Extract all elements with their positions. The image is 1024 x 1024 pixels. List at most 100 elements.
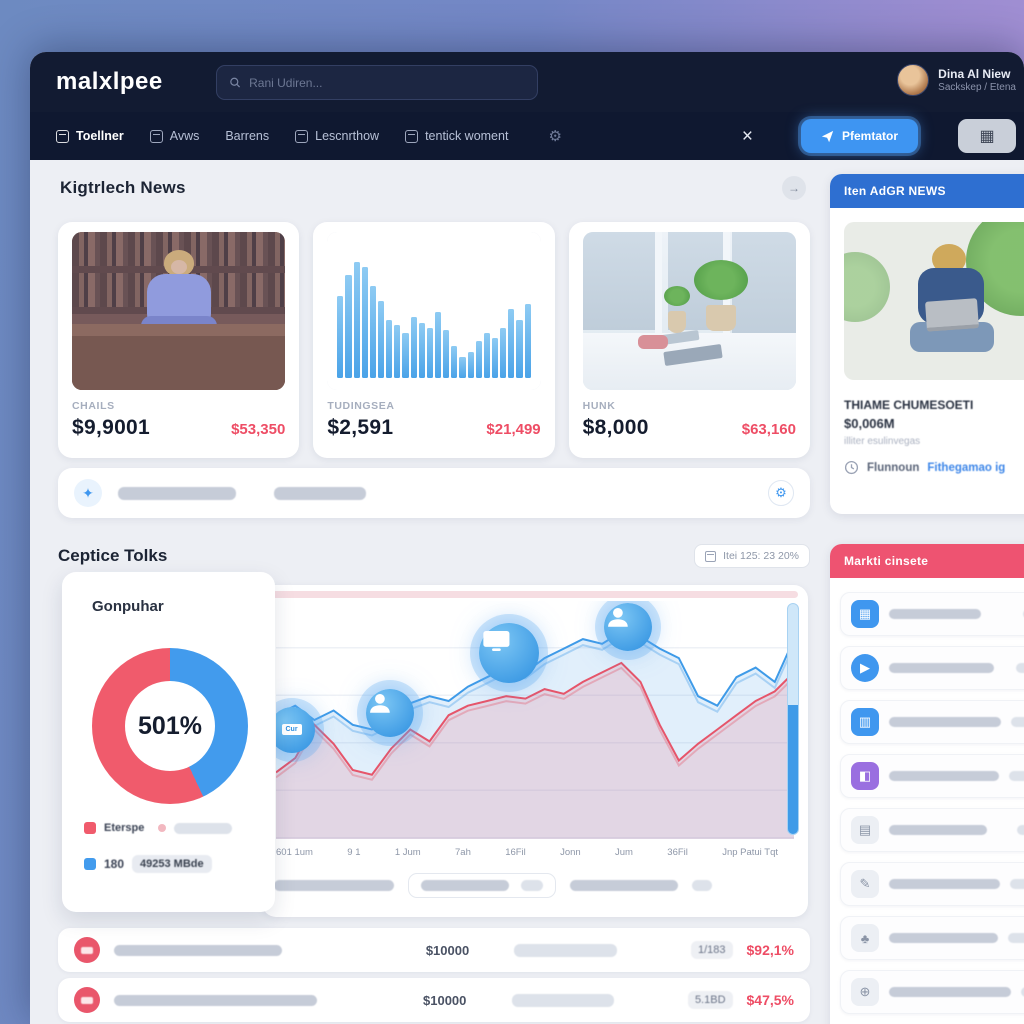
footer-pill[interactable] (570, 880, 678, 891)
legend-row: 180 49253 MBde (84, 855, 261, 873)
axis-tick-label: 601 1um (276, 847, 313, 858)
pink-strip (272, 591, 798, 598)
card-price: $8,000 (582, 416, 649, 439)
card-label: TUDINGSEA (327, 400, 395, 412)
axis-tick-label: 36Fil (667, 847, 688, 858)
nav-item-toellner[interactable]: Toellner (56, 129, 124, 143)
bar (435, 312, 442, 378)
bar (378, 301, 385, 378)
market-list-item[interactable]: ▶ (840, 646, 1024, 690)
sidebar-news-source: Flunnoun (867, 461, 920, 474)
market-list-item[interactable]: ✎ (840, 862, 1024, 906)
red-legend-swatch (84, 822, 96, 834)
trend-chart-card: Cur 601 1um 9 1 1 Jum 7ah 16Fil Jonn Jum 36Fil J… (262, 585, 808, 917)
gear-icon[interactable]: ⚙ (548, 128, 562, 145)
card-price: $2,591 (327, 416, 394, 439)
filter-pill[interactable] (274, 486, 366, 500)
chart-icon (295, 129, 309, 143)
news-card-hunk[interactable]: HUNK $8,000 $63,160 (568, 222, 810, 458)
badge-marker-icon: Cur (276, 706, 315, 753)
footer-select[interactable] (408, 873, 556, 898)
item-pill (1011, 717, 1024, 727)
date-range-chip[interactable]: Itei 125: 23 20% (694, 544, 810, 568)
bar (410, 317, 417, 378)
news-card-chails[interactable]: CHAILS $9,9001 $53,350 (58, 222, 300, 458)
market-list-item[interactable]: ▤ (840, 808, 1024, 852)
cta-label: Pfemtator (841, 129, 898, 143)
pfemtator-button[interactable]: Pfemtator (800, 119, 918, 153)
sidebar-market-panel: Markti cinsete ▦ ▶ ▥ ◧ ▤ ✎ ♣ ⊕ (830, 544, 1024, 1024)
avatar[interactable] (897, 64, 930, 96)
talks-section-title: Ceptice Tolks (58, 546, 168, 565)
document-icon (149, 129, 163, 143)
legend-value: 49253 MBde (132, 855, 212, 873)
item-pill (889, 933, 999, 943)
trend-plot: Cur (276, 601, 794, 839)
legend-label: Eterspe (104, 822, 145, 834)
user-box[interactable]: Dina Al Niew Sackskep / Etena (897, 64, 1016, 96)
table-row[interactable]: $10000 1/183 $92,1% (58, 928, 810, 972)
bar (483, 333, 490, 378)
news-cards-row: CHAILS $9,9001 $53,350 TUDINGSEA $2,591 … (58, 222, 810, 458)
search-input[interactable] (249, 75, 525, 90)
x-axis-labels: 601 1um 9 1 1 Jum 7ah 16Fil Jonn Jum 36Fil Jnp P… (276, 847, 778, 858)
footer-pill[interactable] (274, 880, 394, 891)
close-icon[interactable]: × (741, 125, 753, 147)
date-range-label: Itei 125: 23 20% (723, 550, 799, 562)
sidebar-news-price: $0,006M (844, 416, 895, 431)
footer-pill[interactable] (692, 880, 712, 891)
nav-item-tentick-woment[interactable]: tentick woment (405, 129, 508, 143)
sidebar-news-link[interactable]: Fithegamao ig (927, 461, 1006, 474)
item-pill (889, 879, 1000, 889)
sidebar-news-photo (844, 222, 1024, 380)
donut-chart: 501% (92, 648, 248, 804)
value-pill (514, 943, 617, 957)
settings-gear-icon[interactable]: ⚙ (768, 480, 794, 506)
sidebar-news-sub: illiter esulinvegas (844, 436, 921, 447)
bar (475, 341, 482, 378)
item-pill (889, 663, 994, 673)
card-change: $53,350 (231, 421, 286, 438)
market-list-item[interactable]: ▦ (840, 592, 1024, 636)
nav-item-lescnrthow[interactable]: Lescnrthow (295, 129, 379, 143)
nav-label: Avws (169, 129, 200, 143)
item-pill (1021, 987, 1024, 997)
clock-icon (844, 460, 859, 475)
filter-pill[interactable] (118, 486, 236, 500)
legend-row: Eterspe (84, 822, 261, 834)
calendar-icon (705, 550, 717, 562)
nav-item-barrens[interactable]: Barrens (225, 129, 269, 143)
item-pill (889, 987, 1012, 997)
name-pill (114, 994, 317, 1006)
market-list-item[interactable]: ▥ (840, 700, 1024, 744)
chart-scrollbar[interactable] (787, 603, 799, 835)
item-pill (889, 717, 1002, 727)
donut-card: Gonpuhar 501% Eterspe 180 49253 MBde (62, 572, 275, 912)
axis-tick-label: 1 Jum (394, 847, 421, 858)
name-pill (114, 944, 282, 956)
bar (353, 261, 360, 378)
item-pill (1017, 825, 1024, 835)
market-list-item[interactable]: ⊕ (840, 970, 1024, 1014)
sidebar-market-header: Markti cinsete (830, 544, 1024, 578)
market-list-item[interactable]: ♣ (840, 916, 1024, 960)
leaf-icon: ♣ (851, 924, 879, 952)
grid-icon: ▦ (851, 600, 879, 628)
nav-bar: Toellner Avws Barrens Lescnrthow tentick… (30, 112, 1024, 160)
arrow-icon[interactable]: → (782, 176, 806, 200)
play-icon: ▶ (851, 654, 879, 682)
bar (459, 356, 466, 378)
bar (492, 338, 499, 378)
news-section-title: Kigtrlech News (60, 178, 186, 197)
search-bar[interactable] (216, 65, 538, 100)
market-list-item[interactable]: ◧ (840, 754, 1024, 798)
news-card-tudingsea[interactable]: TUDINGSEA $2,591 $21,499 (313, 222, 555, 458)
bar-chart-thumbnail (327, 232, 541, 390)
bar (508, 309, 515, 378)
compass-icon[interactable]: ✦ (74, 479, 102, 507)
bar (345, 275, 352, 378)
table-row[interactable]: $10000 5.1BD $47,5% (58, 978, 810, 1022)
asset-badge-icon (74, 937, 100, 963)
apps-grid-button[interactable]: ▦ (958, 119, 1016, 153)
nav-item-avws[interactable]: Avws (149, 129, 200, 143)
